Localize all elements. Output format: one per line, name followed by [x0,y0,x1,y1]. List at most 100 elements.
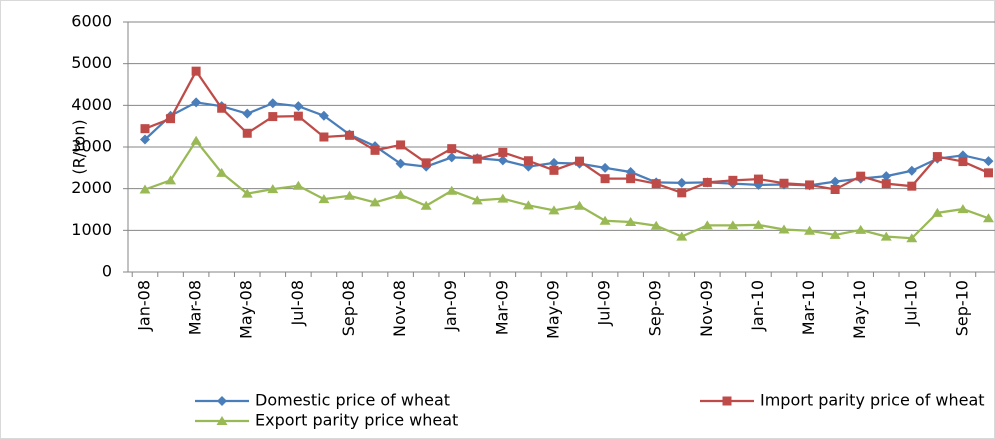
legend-label: Import parity price of wheat [760,391,985,410]
marker [267,98,278,109]
marker [880,231,892,241]
marker [421,158,431,168]
marker [701,220,713,230]
marker [575,156,585,166]
x-tick-label: May-09 [543,280,562,339]
marker [626,174,636,184]
marker [268,112,278,122]
marker [676,231,688,241]
marker [319,132,329,142]
x-tick-label: Sep-09 [646,280,665,336]
marker [804,225,816,235]
marker [191,97,202,108]
marker [190,135,202,145]
marker [855,224,867,234]
marker [446,185,458,195]
marker [165,175,177,185]
x-tick-label: Jul-10 [901,280,920,326]
x-tick-label: Sep-08 [339,280,358,336]
marker [242,108,253,119]
marker [343,190,355,200]
y-tick-label: 5000 [71,53,112,72]
marker [958,157,968,167]
y-tick-label: 6000 [71,12,112,31]
marker [318,110,329,121]
y-tick-label: 0 [102,262,112,281]
marker [523,156,533,166]
x-tick-label: Mar-08 [186,280,205,335]
marker [292,180,304,190]
legend-label: Domestic price of wheat [255,391,450,410]
marker [446,152,457,163]
marker [830,185,840,194]
x-tick-label: May-10 [850,280,869,339]
marker [369,197,381,207]
y-tick-label: 2000 [71,178,112,197]
marker [217,103,227,113]
marker [267,184,279,194]
marker [982,213,994,223]
x-tick-label: Mar-10 [799,280,818,335]
marker [318,194,330,204]
marker [650,220,662,230]
marker [957,204,969,214]
series-line [144,138,989,240]
marker [625,217,637,226]
marker [676,177,687,188]
marker [497,155,508,166]
marker [370,145,380,155]
marker [396,140,406,150]
marker [599,215,611,225]
series-line [144,69,989,195]
marker [140,124,150,134]
marker [522,200,534,210]
x-tick-label: Nov-08 [390,280,409,337]
marker [548,205,560,215]
x-tick-label: May-08 [237,280,256,339]
marker [395,158,406,169]
marker [140,134,150,145]
series-line [144,101,989,187]
marker [191,66,201,76]
marker [217,396,227,406]
marker [805,180,815,190]
marker [983,168,993,178]
marker [548,157,559,168]
marker [166,114,176,124]
marker [216,167,228,177]
x-tick-label: Jan-10 [748,280,767,332]
marker [549,165,559,175]
marker [472,154,482,164]
marker [856,171,866,181]
x-tick-label: Sep-10 [952,280,971,336]
marker [216,416,228,425]
marker [932,152,942,162]
marker [344,130,354,140]
marker [677,188,687,198]
marker [779,178,789,188]
marker [293,111,303,121]
marker [420,200,432,210]
x-tick-label: Jan-09 [441,280,460,332]
y-axis-title: (R/ton) [70,119,89,174]
marker [395,189,407,199]
marker [906,233,918,243]
marker [752,219,764,229]
marker [778,224,790,234]
marker [881,171,892,182]
marker [471,195,483,205]
marker [728,175,738,185]
marker [907,181,917,191]
x-tick-label: Nov-09 [697,280,716,337]
y-tick-label: 1000 [71,220,112,239]
marker [498,147,508,157]
marker [242,128,252,138]
marker [651,179,661,189]
marker [600,162,611,173]
marker [574,200,586,210]
marker [293,101,304,112]
legend-label: Export parity price wheat [255,411,458,430]
